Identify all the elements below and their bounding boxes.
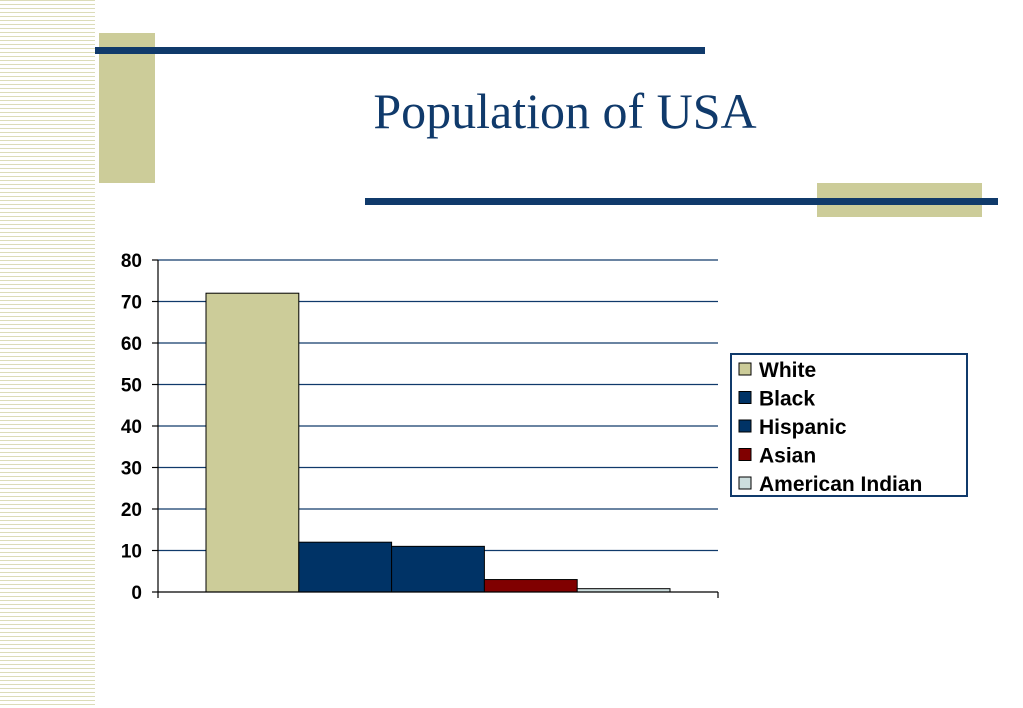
bar-black (298, 541, 393, 593)
y-tick-label: 50 (121, 376, 142, 397)
legend-swatch (738, 448, 752, 461)
legend-swatch (738, 419, 752, 433)
legend-swatch (738, 362, 752, 376)
y-tick-label: 20 (121, 500, 142, 521)
y-tick-label: 40 (121, 417, 142, 438)
y-tick-label: 80 (121, 251, 142, 272)
bar-asian (483, 579, 578, 593)
legend-swatch (738, 391, 752, 404)
legend-label: White (759, 359, 816, 382)
y-tick-label: 0 (131, 583, 142, 604)
legend-box (730, 353, 968, 497)
slide-title: Population of USA (373, 83, 757, 139)
striped-sidebar-decoration (0, 0, 95, 708)
navy-line-top (95, 47, 705, 54)
y-tick-label: 70 (121, 293, 142, 314)
legend-label: Hispanic (759, 416, 847, 439)
bar-white (205, 292, 300, 593)
legend-label: Black (759, 388, 815, 411)
legend-swatch (738, 476, 752, 490)
bars (205, 292, 671, 593)
y-tick-label: 60 (121, 334, 142, 355)
y-tick-label: 30 (121, 459, 142, 480)
y-tick-labels: 0 10 20 30 40 50 60 70 80 (121, 251, 142, 604)
bar-hispanic (391, 545, 485, 593)
legend: White Black Hispanic Asian American Indian (730, 353, 968, 497)
navy-line-bottom (365, 198, 998, 205)
tan-block-top-left (99, 33, 155, 183)
legend-label: Asian (759, 445, 816, 468)
y-tick-label: 10 (121, 542, 142, 563)
legend-label: American Indian (759, 473, 922, 496)
axes (152, 259, 719, 598)
